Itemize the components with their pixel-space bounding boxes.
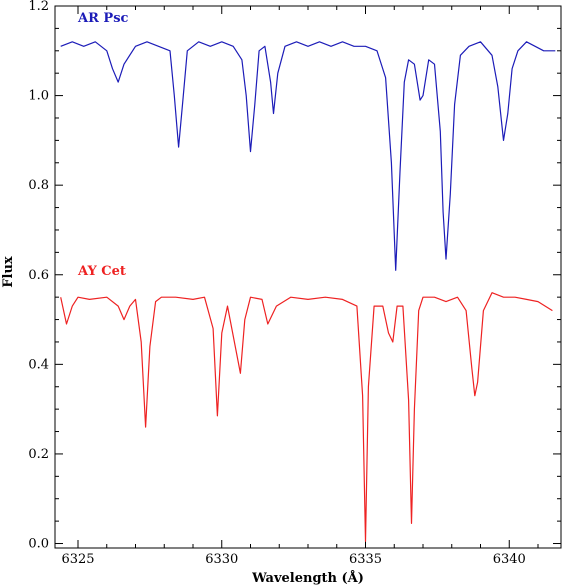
- axis-ticks: 6325 6330 6335 6340 0.0 0.2 0.4 0.6 0.8 1.0 1.2: [28, 0, 561, 567]
- plot-frame: [54, 5, 562, 549]
- series-label-ar-psc: AR Psc: [77, 11, 129, 26]
- y-tick-label: 1.0: [28, 89, 49, 104]
- y-tick-label: 0.2: [28, 447, 49, 462]
- y-tick-label: 0.8: [28, 178, 49, 193]
- series-line-ar-psc: [60, 41, 556, 271]
- x-tick-label: 6330: [205, 552, 238, 567]
- series-labels: AR Psc AY Cet: [77, 11, 129, 279]
- x-tick-label: 6325: [61, 552, 94, 567]
- y-tick-label: 0.0: [28, 537, 49, 552]
- x-axis-title: Wavelength (Å): [251, 570, 364, 586]
- y-tick-label: 0.4: [28, 357, 49, 372]
- x-tick-label: 6340: [493, 552, 526, 567]
- series-label-ay-cet: AY Cet: [77, 264, 126, 279]
- x-tick-label: 6335: [349, 552, 382, 567]
- series-line-ay-cet: [60, 292, 553, 542]
- y-tick-label: 0.6: [28, 268, 49, 283]
- series-lines: [60, 41, 556, 542]
- y-tick-label: 1.2: [28, 0, 49, 14]
- y-axis-title: Flux: [1, 256, 16, 288]
